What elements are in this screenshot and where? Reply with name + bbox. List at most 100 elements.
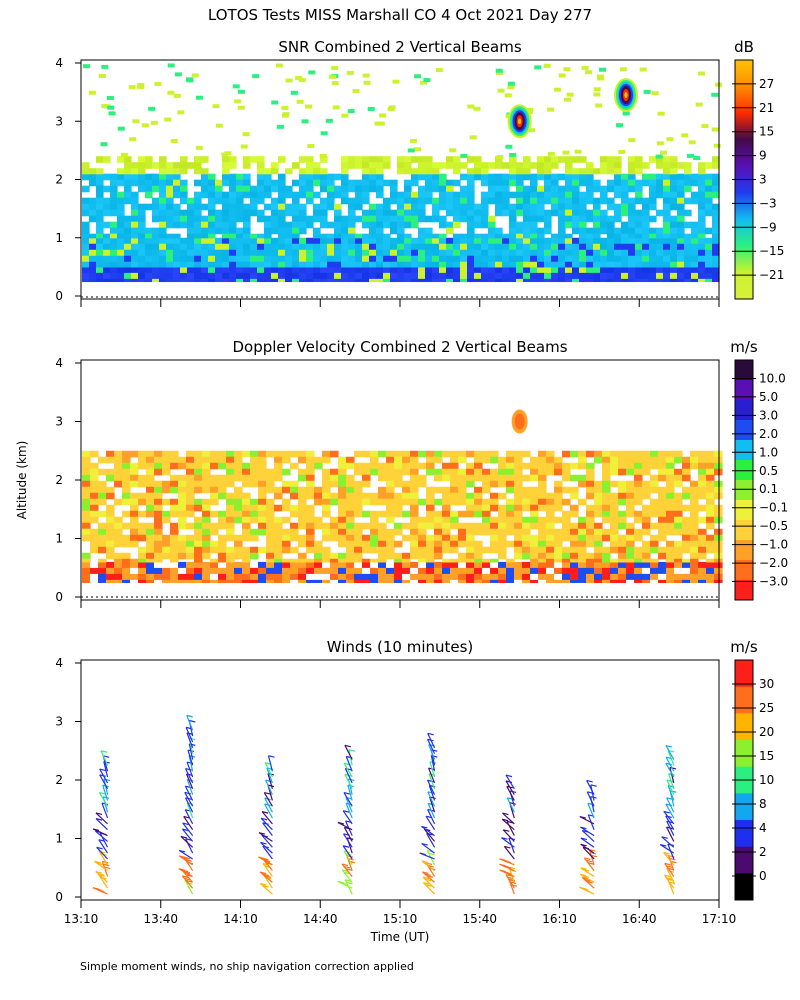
doppler-cell <box>466 492 475 500</box>
snr-cell <box>159 261 167 268</box>
doppler-cell <box>562 546 571 554</box>
snr-cell <box>642 233 650 239</box>
doppler-cell <box>386 510 395 518</box>
snr-cell <box>110 272 118 280</box>
doppler-cell <box>154 546 163 554</box>
doppler-cell <box>474 492 483 500</box>
doppler-cell <box>682 528 691 536</box>
doppler-cell <box>698 462 707 470</box>
snr-cell <box>117 243 125 251</box>
snr-cell <box>649 237 657 245</box>
doppler-cell <box>482 504 491 512</box>
wind-barb <box>422 882 435 895</box>
colorbar-label: 27 <box>759 77 774 91</box>
doppler-cell <box>578 558 587 563</box>
snr-cell <box>544 272 552 280</box>
snr-cell <box>656 233 664 239</box>
doppler-cell <box>290 480 299 488</box>
snr-cell <box>278 203 286 211</box>
doppler-cell <box>186 567 195 575</box>
doppler-cell <box>674 567 683 575</box>
snr-cell <box>670 227 678 235</box>
snr-cell <box>495 179 503 187</box>
doppler-cell <box>514 510 523 518</box>
snr-cell <box>348 249 356 257</box>
wind-barb-flag <box>97 873 105 876</box>
doppler-cell <box>186 462 195 470</box>
doppler-cell <box>194 528 203 536</box>
doppler-cell <box>242 552 251 560</box>
snr-cell <box>194 179 202 187</box>
doppler-cell <box>538 567 547 575</box>
snr-cell <box>614 203 622 211</box>
snr-cell <box>341 249 349 257</box>
doppler-cell <box>378 522 387 530</box>
snr-cell <box>411 156 419 163</box>
snr-cell <box>390 272 398 280</box>
snr-cell <box>229 278 237 283</box>
wind-barb <box>502 829 515 842</box>
doppler-cell <box>82 567 91 575</box>
doppler-cell <box>650 534 659 542</box>
snr-cell <box>103 249 111 257</box>
doppler-cell <box>202 573 211 581</box>
snr-cell <box>348 272 356 280</box>
doppler-cell <box>346 456 355 464</box>
snr-cell <box>712 173 720 181</box>
snr-cell <box>110 221 118 229</box>
doppler-cell <box>634 450 643 458</box>
wind-barb <box>264 762 273 778</box>
snr-cell <box>187 215 195 223</box>
snr-cell <box>586 266 594 274</box>
doppler-cell <box>658 450 667 458</box>
doppler-cell <box>674 468 683 476</box>
doppler-cell <box>306 456 315 464</box>
wind-barb <box>259 883 273 895</box>
doppler-cell <box>434 468 443 476</box>
snr-cell <box>208 249 216 257</box>
snr-cell <box>236 266 244 274</box>
doppler-cell <box>434 528 443 536</box>
snr-cell <box>404 197 412 205</box>
doppler-cell <box>466 468 475 476</box>
doppler-cell <box>306 534 315 542</box>
doppler-cell <box>706 474 715 482</box>
snr-cell <box>131 266 139 274</box>
doppler-cell <box>402 510 411 518</box>
doppler-cell <box>202 552 211 560</box>
snr-cell <box>712 191 720 199</box>
doppler-cell <box>82 462 91 470</box>
doppler-cell <box>530 573 539 581</box>
doppler-cell <box>394 510 403 518</box>
doppler-cell <box>106 540 115 548</box>
snr-cell <box>649 173 657 181</box>
doppler-cell <box>146 492 155 500</box>
snr-cell <box>397 266 405 274</box>
snr-cell <box>285 233 293 239</box>
snr-cell <box>159 233 167 239</box>
doppler-cell <box>210 573 219 581</box>
snr-cell <box>698 168 706 175</box>
snr-cell <box>131 255 139 263</box>
doppler-cell <box>338 552 347 560</box>
snr-cell <box>684 197 692 205</box>
snr-cell <box>712 266 720 274</box>
doppler-cell <box>474 573 483 581</box>
snr-cell <box>96 191 104 199</box>
doppler-cell <box>490 474 499 482</box>
snr-cell <box>124 249 132 257</box>
wind-barb-flag <box>584 857 591 861</box>
doppler-cell <box>538 474 547 482</box>
snr-cell <box>712 237 720 245</box>
doppler-cell <box>210 522 219 530</box>
doppler-cell <box>370 567 379 575</box>
doppler-cell <box>418 480 427 488</box>
doppler-cell <box>682 492 691 500</box>
snr-cell <box>362 191 370 199</box>
doppler-cell <box>338 480 347 488</box>
doppler-cell <box>354 540 363 548</box>
snr-cell <box>621 237 629 245</box>
doppler-cell <box>698 567 707 575</box>
doppler-cell <box>474 552 483 560</box>
snr-cell <box>166 266 174 274</box>
